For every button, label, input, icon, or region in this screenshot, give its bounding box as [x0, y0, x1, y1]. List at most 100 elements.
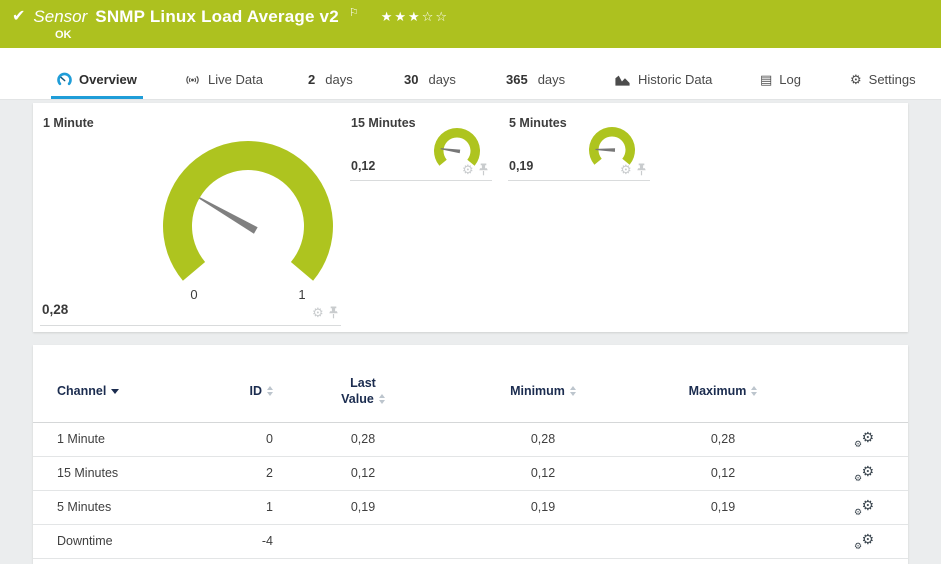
sort-desc-icon[interactable] [111, 388, 120, 394]
sort-icon[interactable] [378, 394, 385, 405]
cell-id: 2 [266, 466, 273, 480]
column-header-maximum-label: Maximum [688, 384, 747, 399]
channels-table-panel: Channel ID Last Value Minimum Maximum [33, 345, 908, 564]
cell-maximum: 0,19 [710, 500, 736, 514]
cell-id: -4 [261, 534, 273, 548]
stars-empty[interactable]: ☆☆ [421, 9, 450, 24]
column-header-maximum[interactable]: Maximum [633, 384, 813, 398]
column-header-channel[interactable]: Channel [57, 384, 223, 398]
tab-30-days-label: days [428, 72, 456, 87]
tab-bar: Overview Live Data 2 days 30 days 365 da… [0, 48, 941, 100]
pin-icon[interactable] [328, 306, 339, 319]
gear-large-icon: ⚙ [861, 497, 874, 513]
tab-365-days-label: days [537, 72, 566, 87]
channel-settings-gears-icon[interactable]: ⚙ ⚙ [854, 429, 874, 449]
channel-settings-gears-icon[interactable]: ⚙ ⚙ [854, 463, 874, 483]
gauge-needle [595, 148, 616, 152]
tab-30-days-number: 30 [404, 72, 419, 87]
gauge-15min-title: 15 Minutes [351, 116, 416, 130]
tab-overview[interactable]: Overview [51, 72, 143, 99]
gauge-5min-title: 5 Minutes [509, 116, 567, 130]
gear-small-icon: ⚙ [854, 507, 863, 517]
cell-last-value: 0,19 [350, 500, 376, 514]
flag-icon[interactable]: ⚐ [348, 7, 359, 19]
load-gauge-5min [589, 126, 635, 165]
gauge-needle [440, 148, 461, 154]
cell-id: 0 [266, 432, 273, 446]
table-row[interactable]: 1 Minute 0 0,28 0,28 0,28 ⚙ ⚙ [33, 423, 908, 457]
gauge-scale-max: 1 [298, 287, 305, 302]
gauge-icon [57, 72, 72, 87]
column-header-last-value[interactable]: Last Value [273, 375, 453, 408]
gauge-1min-value: 0,28 [42, 302, 69, 317]
cell-id: 1 [266, 500, 273, 514]
table-row[interactable]: 15 Minutes 2 0,12 0,12 0,12 ⚙ ⚙ [33, 457, 908, 491]
gauge-settings-gear-icon[interactable]: ⚙ [462, 162, 474, 177]
column-header-minimum[interactable]: Minimum [453, 384, 633, 398]
object-kind-label: Sensor [33, 7, 88, 26]
priority-stars[interactable]: ★★★☆☆ [381, 9, 449, 25]
tab-365-days[interactable]: 365 days [500, 72, 571, 99]
tab-2-days-number: 2 [308, 72, 316, 87]
tab-settings-label: Settings [868, 72, 916, 87]
gear-large-icon: ⚙ [861, 463, 874, 479]
column-header-value-label: Value [341, 392, 374, 407]
cell-minimum: 0,28 [530, 432, 556, 446]
cell-channel: 5 Minutes [57, 500, 112, 514]
tab-log-label: Log [779, 72, 801, 87]
column-header-last-label: Last [350, 376, 376, 390]
cell-minimum: 0,12 [530, 466, 556, 480]
tab-30-days[interactable]: 30 days [398, 72, 462, 99]
column-header-channel-label: Channel [57, 384, 107, 399]
tab-365-days-number: 365 [506, 72, 528, 87]
column-header-id[interactable]: ID [223, 384, 273, 398]
tab-historic-data-label: Historic Data [638, 72, 713, 87]
cell-channel: Downtime [57, 534, 113, 548]
gauge-settings-gear-icon[interactable]: ⚙ [312, 305, 324, 320]
stars-filled[interactable]: ★★★ [380, 9, 422, 24]
column-header-minimum-label: Minimum [510, 384, 565, 399]
gauges-panel: 1 Minute 0 1 0,28 ⚙ 15 Minutes 0,12 ⚙ 5 … [33, 103, 908, 332]
settings-gear-icon: ⚙ [850, 72, 862, 87]
gear-small-icon: ⚙ [854, 439, 863, 449]
gauge-15min-value: 0,12 [351, 159, 376, 173]
tab-settings[interactable]: ⚙ Settings [844, 72, 922, 99]
cell-last-value: 0,12 [350, 466, 376, 480]
table-header-row: Channel ID Last Value Minimum Maximum [33, 345, 908, 423]
status-check-icon: ✔ [12, 8, 26, 25]
gauge-needle [199, 197, 258, 234]
sort-icon[interactable] [569, 386, 576, 397]
tab-live-data[interactable]: Live Data [178, 72, 269, 99]
cell-channel: 15 Minutes [57, 466, 119, 480]
gauge-settings-gear-icon[interactable]: ⚙ [620, 162, 632, 177]
gauge-1min-title: 1 Minute [43, 116, 94, 130]
tab-overview-label: Overview [79, 72, 137, 87]
table-row[interactable]: 5 Minutes 1 0,19 0,19 0,19 ⚙ ⚙ [33, 491, 908, 525]
table-row[interactable]: Downtime -4 ⚙ ⚙ [33, 525, 908, 559]
pin-icon[interactable] [636, 163, 647, 176]
cell-channel: 1 Minute [57, 432, 105, 446]
tab-2-days[interactable]: 2 days [302, 72, 359, 99]
page-title: SNMP Linux Load Average v2 [95, 7, 339, 26]
log-list-icon: ▤ [760, 72, 773, 87]
sort-icon[interactable] [751, 386, 758, 397]
gauge-scale-min: 0 [190, 287, 197, 302]
load-gauge-15min [434, 127, 480, 166]
load-gauge-1min: 0 1 [163, 141, 333, 302]
tab-log[interactable]: ▤ Log [754, 72, 807, 99]
pin-icon[interactable] [478, 163, 489, 176]
area-chart-icon [614, 73, 631, 87]
tab-historic-data[interactable]: Historic Data [608, 72, 718, 99]
status-badge: OK [55, 29, 72, 41]
tab-2-days-label: days [325, 72, 353, 87]
cell-minimum: 0,19 [530, 500, 556, 514]
channel-settings-gears-icon[interactable]: ⚙ ⚙ [854, 497, 874, 517]
cell-maximum: 0,28 [710, 432, 736, 446]
sensor-header: ✔ Sensor SNMP Linux Load Average v2 ⚐ ★★… [0, 0, 941, 48]
gear-small-icon: ⚙ [854, 541, 863, 551]
sort-icon[interactable] [267, 386, 273, 397]
tab-live-data-label: Live Data [208, 72, 263, 87]
gear-large-icon: ⚙ [861, 429, 874, 445]
channel-settings-gears-icon[interactable]: ⚙ ⚙ [854, 532, 874, 551]
live-broadcast-icon [184, 73, 201, 87]
